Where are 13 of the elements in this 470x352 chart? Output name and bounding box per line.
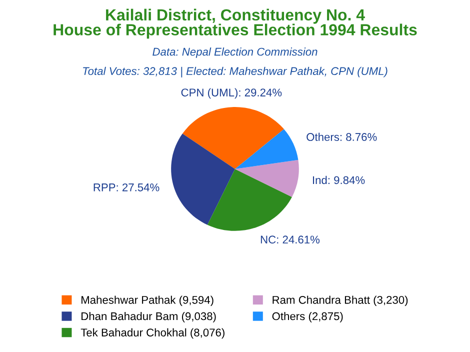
legend-label: Ram Chandra Bhatt (3,230) <box>272 296 408 306</box>
data-label: CPN (UML): 29.24% <box>181 88 282 99</box>
chart-title: Kailali District, Constituency No. 4 House of Representatives Election 1994 Results <box>54 8 417 39</box>
chart-subtitle: Data: Nepal Election Commission <box>152 48 318 58</box>
legend-label: Others (2,875) <box>272 312 343 322</box>
legend-label: Tek Bahadur Chokhal (8,076) <box>80 328 224 339</box>
data-label: Ind: 9.84% <box>312 176 365 184</box>
text: Total Votes: 32,813 | Elected: Maheshwar Pathak, CPN (UML) <box>83 66 388 78</box>
data-label: Others: 8.76% <box>306 132 377 141</box>
data-label: RPP: 27.54% <box>94 183 160 192</box>
legend-label: Dhan Bahadur Bam (9,038) <box>82 312 216 322</box>
data-label: NC: 24.61% <box>260 236 320 244</box>
legend-label: Maheshwar Pathak (9,594) <box>82 296 214 306</box>
